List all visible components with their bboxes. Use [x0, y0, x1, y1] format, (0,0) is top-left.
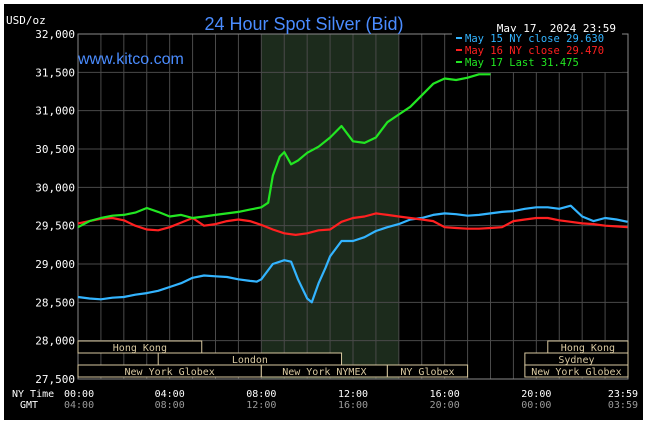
- y-tick-label: 30,500: [35, 143, 75, 156]
- x-axis-row-label-ny: NY Time: [12, 389, 54, 400]
- x-tick-label-ny: 08:00: [246, 389, 276, 400]
- x-tick-label-gmt: 00:00: [521, 400, 551, 411]
- session-label: New York Globex: [125, 367, 215, 378]
- x-tick-label-ny: 16:00: [430, 389, 460, 400]
- series-line-may-17: [77, 73, 491, 229]
- x-tick-label-ny: 04:00: [155, 389, 185, 400]
- legend-entry: May 15 NY close 29.630: [465, 33, 604, 45]
- y-tick-label: 31,000: [35, 105, 75, 118]
- series-line-may-16: [77, 212, 628, 236]
- y-tick-label: 29,500: [35, 220, 75, 233]
- session-label: Hong Kong: [561, 343, 615, 354]
- chart-title: 24 Hour Spot Silver (Bid): [204, 14, 403, 34]
- watermark-label: www.kitco.com: [77, 51, 184, 68]
- plot-border: [77, 33, 629, 380]
- session-box: [77, 340, 203, 354]
- x-tick-label-gmt: 03:59: [608, 400, 638, 411]
- y-tick-label: 30,000: [35, 181, 75, 194]
- x-tick-label-gmt: 08:00: [155, 400, 185, 411]
- session-label: New York NYMEX: [282, 367, 366, 378]
- timestamp-label: May 17, 2024 23:59: [497, 22, 616, 35]
- x-tick-label-ny: 00:00: [64, 389, 94, 400]
- y-tick-label: 31,500: [35, 66, 75, 79]
- x-tick-label-gmt: 20:00: [430, 400, 460, 411]
- x-axis-row-label-gmt: GMT: [20, 400, 38, 411]
- session-label: NY Globex: [400, 367, 454, 378]
- x-tick-label-ny: 12:00: [338, 389, 368, 400]
- chart-frame: Hong Kong Hong Kong London Sydney New York G…: [4, 4, 643, 420]
- session-label: Sydney: [558, 355, 594, 366]
- y-axis-unit-label: USD/oz: [6, 14, 46, 27]
- y-tick-label: 27,500: [35, 373, 75, 386]
- y-tick-label: 28,000: [35, 335, 75, 348]
- y-tick-label: 32,000: [35, 28, 75, 41]
- x-tick-label-gmt: 12:00: [246, 400, 276, 411]
- session-label: Hong Kong: [113, 343, 167, 354]
- legend-entry: May 16 NY close 29.470: [465, 45, 604, 57]
- session-label: New York Globex: [531, 367, 621, 378]
- session-box: [524, 364, 629, 378]
- x-tick-label-gmt: 16:00: [338, 400, 368, 411]
- session-box: [386, 364, 469, 378]
- series-line-may-15: [77, 204, 628, 304]
- legend-box: [452, 32, 622, 72]
- y-tick-label: 28,500: [35, 296, 75, 309]
- x-tick-label-ny: 20:00: [521, 389, 551, 400]
- y-tick-label: 29,000: [35, 258, 75, 271]
- x-tick-label-gmt: 04:00: [64, 400, 94, 411]
- legend-entry: May 17 Last 31.475: [465, 57, 579, 69]
- session-label: London: [232, 355, 268, 366]
- x-tick-label-ny: 23:59: [608, 389, 638, 400]
